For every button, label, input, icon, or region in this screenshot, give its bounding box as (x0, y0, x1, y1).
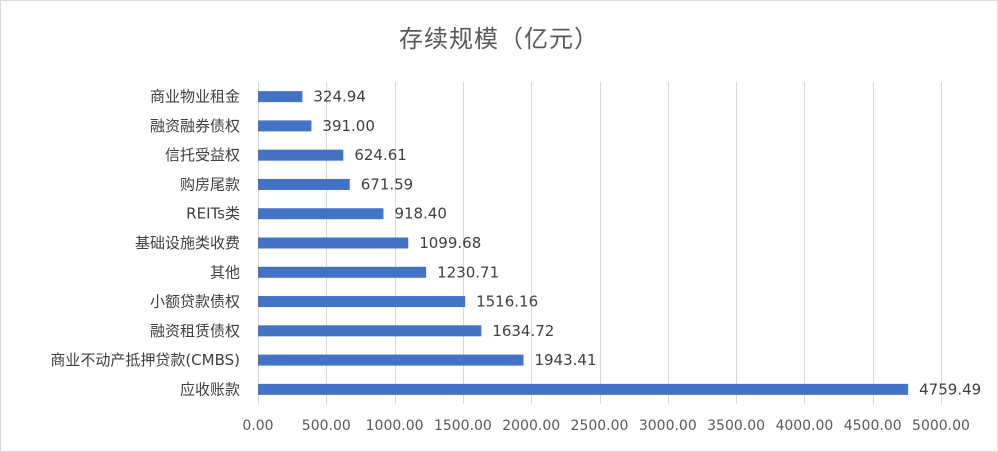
category-label: 融资租赁债权 (150, 322, 240, 340)
bar (258, 208, 384, 220)
bar (258, 178, 350, 190)
x-tick-label: 5000.00 (912, 418, 970, 434)
x-tick-label: 1500.00 (434, 418, 492, 434)
category-label: 应收账款 (180, 380, 240, 398)
bar (258, 237, 409, 249)
x-tick-label: 500.00 (302, 418, 351, 434)
category-label: 其他 (210, 263, 240, 281)
category-label: 融资融券债权 (150, 117, 240, 135)
x-tick-label: 0.00 (242, 418, 273, 434)
bar (258, 383, 909, 395)
data-label: 624.61 (354, 146, 407, 164)
x-tick-label: 2000.00 (502, 418, 560, 434)
data-label: 1634.72 (492, 322, 554, 340)
x-tick-label: 1000.00 (366, 418, 424, 434)
bar (258, 266, 427, 278)
bar (258, 296, 466, 308)
bar (258, 91, 303, 103)
data-label: 1099.68 (419, 234, 481, 252)
bar (258, 325, 482, 337)
bar (258, 354, 524, 366)
bar (258, 149, 344, 161)
data-label: 4759.49 (919, 380, 981, 398)
category-label: 购房尾款 (180, 175, 240, 193)
data-label: 1230.71 (437, 263, 499, 281)
category-label: 小额贷款债权 (150, 293, 240, 311)
data-label: 324.94 (313, 88, 366, 106)
data-label: 918.40 (394, 205, 447, 223)
category-label: REITs类 (186, 205, 240, 223)
x-tick-label: 2500.00 (571, 418, 629, 434)
data-label: 391.00 (322, 117, 375, 135)
chart-title: 存续规模（亿元） (399, 25, 599, 53)
category-label: 商业不动产抵押贷款(CMBS) (50, 351, 240, 369)
data-label: 671.59 (361, 175, 414, 193)
data-label: 1516.16 (476, 293, 538, 311)
category-label: 基础设施类收费 (135, 234, 240, 252)
x-tick-label: 4000.00 (775, 418, 833, 434)
data-label: 1943.41 (534, 351, 596, 369)
bar (258, 120, 312, 132)
x-tick-label: 4500.00 (844, 418, 902, 434)
category-label: 信托受益权 (165, 146, 240, 164)
category-label: 商业物业租金 (150, 88, 240, 106)
x-tick-label: 3500.00 (707, 418, 765, 434)
x-tick-label: 3000.00 (639, 418, 697, 434)
